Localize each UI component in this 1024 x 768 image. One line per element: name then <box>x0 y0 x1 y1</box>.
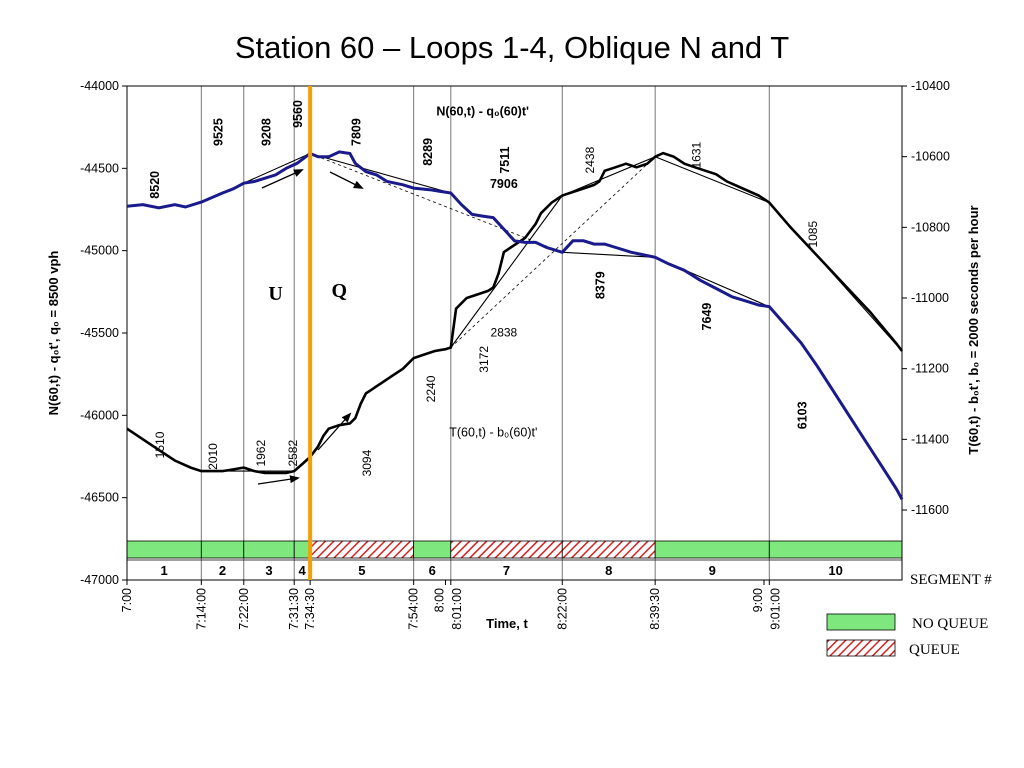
y-tick-label-right: -10800 <box>911 220 950 234</box>
flow-rate-label: 7511 <box>498 146 512 173</box>
y-tick-label-right: -11600 <box>911 503 949 517</box>
segment-bar: 1 2 3 4 5 6 7 8 9 10 <box>126 540 903 578</box>
travel-rate-label: 1962 <box>254 440 268 467</box>
travel-rate-label: 3172 <box>477 346 491 373</box>
x-tick-label: 9:00 <box>751 588 765 612</box>
n-fit-line <box>562 251 656 258</box>
y-axis-title-left: N(60,t) - q₀t', q₀ = 8500 vph <box>46 251 61 416</box>
segment-number: 4 <box>299 563 307 578</box>
legend: SEGMENT # NO QUEUE QUEUE <box>826 572 992 658</box>
series-layer <box>126 86 904 580</box>
flow-rate-label: 9525 <box>212 118 226 146</box>
segment-no-queue-block <box>200 540 245 559</box>
segment-queue-block <box>561 540 656 559</box>
x-tick-label: 8:39:30 <box>648 588 662 630</box>
curve-label: T(60,t) - b₀(60)t' <box>449 426 537 440</box>
x-tick-label: 7:54:00 <box>407 588 421 630</box>
flow-rate-label: 7649 <box>700 303 714 331</box>
segment-number: 7 <box>503 563 510 578</box>
segment-number: 8 <box>605 563 612 578</box>
segment-no-queue-block <box>243 540 295 559</box>
grid-layer <box>200 86 770 580</box>
n-curve <box>126 150 904 501</box>
y-tick-label-right: -11200 <box>911 362 949 376</box>
y-tick-label-left: -46000 <box>80 408 119 422</box>
regime-label: U <box>268 283 282 305</box>
x-tick-label: 7:22:00 <box>237 588 251 630</box>
x-tick-label: 7:34:30 <box>303 588 317 630</box>
flow-rate-label: 8289 <box>421 138 435 166</box>
x-tick-label: 9:01:00 <box>768 588 782 630</box>
segment-no-queue-block <box>768 540 903 559</box>
trend-arrow <box>329 171 364 189</box>
t-dashed-reference <box>450 156 656 348</box>
y-tick-label-right: -10600 <box>911 150 950 164</box>
y-tick-label-left: -47000 <box>80 573 119 587</box>
legend-swatch-queue <box>826 639 896 657</box>
segment-number: 10 <box>828 563 842 578</box>
segment-number: 6 <box>429 563 436 578</box>
annotation-layer: 8520 9525 9208 9560 7809 8289 7511 7906 8379 7649… <box>148 100 820 485</box>
legend-label: NO QUEUE <box>912 616 988 632</box>
y-axis-title-right: T(60,t) - b₀t', b₀ = 2000 seconds per ho… <box>966 205 981 454</box>
segment-queue-block <box>450 540 563 559</box>
chart-title: Station 60 – Loops 1-4, Oblique N and T <box>234 30 790 65</box>
x-tick-label: 8:22:00 <box>555 588 569 630</box>
flow-rate-label: 9208 <box>259 118 273 146</box>
regime-label: Q <box>332 280 348 302</box>
segment-no-queue-block <box>413 540 452 559</box>
y-tick-label-left: -44500 <box>80 161 119 175</box>
travel-rate-label: 2010 <box>206 443 220 470</box>
t-curve <box>126 151 904 475</box>
y-tick-label-left: -44000 <box>80 79 119 93</box>
travel-rate-label: 2582 <box>286 440 300 467</box>
segment-number: 5 <box>358 563 365 578</box>
travel-rate-label: 2838 <box>491 325 518 339</box>
legend-label: QUEUE <box>909 642 960 658</box>
y-tick-label-left: -45500 <box>80 326 119 340</box>
flow-rate-label: 8379 <box>594 271 608 299</box>
segment-axis-label: SEGMENT # <box>910 572 992 588</box>
travel-rate-label: 1510 <box>153 431 167 458</box>
flow-rate-label: 7809 <box>350 118 364 146</box>
segment-number: 3 <box>265 563 272 578</box>
x-axis-title: Time, t <box>486 616 528 631</box>
flow-rate-label: 7906 <box>490 177 518 191</box>
segment-number: 1 <box>161 563 168 578</box>
x-tick-label: 7:31:30 <box>287 588 301 630</box>
t-fit-line <box>450 195 563 348</box>
y-tick-label-right: -10400 <box>911 79 950 93</box>
flow-rate-label: 6103 <box>795 401 809 429</box>
segment-number: 9 <box>709 563 716 578</box>
trend-arrow <box>317 412 352 451</box>
curve-label: N(60,t) - q₀(60)t' <box>436 105 529 119</box>
n-fit-line <box>309 152 451 194</box>
travel-rate-label: 2240 <box>424 375 438 402</box>
travel-rate-label: 1085 <box>806 221 820 248</box>
legend-swatch-no-queue <box>826 613 896 631</box>
segment-no-queue-block <box>654 540 770 559</box>
y-tick-label-right: -11000 <box>911 291 949 305</box>
x-tick-label: 7:14:00 <box>194 588 208 630</box>
trend-arrow <box>257 475 300 485</box>
y-tick-label-right: -11400 <box>911 432 949 446</box>
x-tick-label: 7:00 <box>120 588 134 612</box>
x-tick-label: 8:01:00 <box>450 588 464 630</box>
travel-rate-label: 2438 <box>583 146 597 173</box>
axes-layer: -44000 -44500 -45000 -45500 -46000 -46500 -470… <box>46 79 981 631</box>
travel-rate-label: 1631 <box>689 141 703 168</box>
t-fit-line <box>654 156 770 204</box>
x-tick-label: 8:00 <box>432 588 446 612</box>
segment-number: 2 <box>219 563 226 578</box>
y-tick-label-left: -46500 <box>80 491 119 505</box>
segment-no-queue-block <box>293 540 311 559</box>
segment-no-queue-block <box>126 540 202 559</box>
segment-queue-block <box>309 540 415 559</box>
flow-rate-label: 9560 <box>291 100 305 128</box>
trend-arrow <box>261 169 304 189</box>
travel-rate-label: 3094 <box>360 449 374 476</box>
flow-rate-label: 8520 <box>148 171 162 199</box>
y-tick-label-left: -45000 <box>80 244 119 258</box>
